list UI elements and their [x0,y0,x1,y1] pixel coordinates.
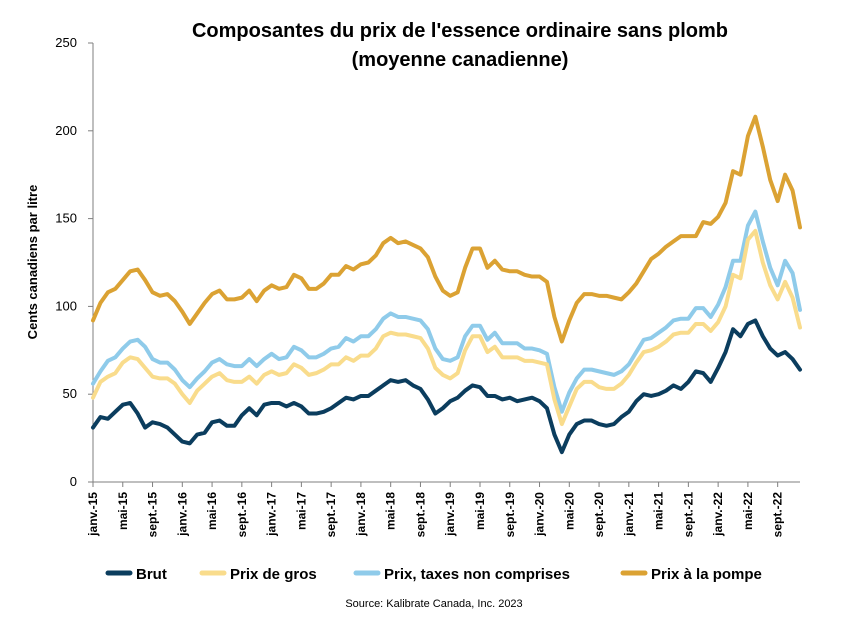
series-line-prix-la-pompe [91,114,802,344]
legend: Brut Prix de gros Prix, taxes non comprise… [105,566,762,583]
y-tick-label: 50 [63,386,77,401]
series-lines [91,114,802,455]
x-tick-label: mai-22 [741,492,755,530]
chart-title: Composantes du prix de l'essence ordinai… [192,20,728,42]
y-tick-label: 0 [70,474,77,489]
chart-subtitle: (moyenne canadienne) [352,49,569,71]
x-tick-label: mai-18 [384,492,398,530]
series-line-brut [91,318,802,455]
x-tick-label: mai-15 [116,492,130,530]
legend-label: Prix, taxes non comprises [384,566,570,583]
x-tick-label: sept.-22 [771,492,785,538]
x-tick-label: sept.-20 [592,492,606,538]
x-tick-label: janv.-22 [711,492,725,537]
x-tick-label: mai-21 [652,492,666,530]
x-tick-label: sept.-16 [235,492,249,538]
x-tick-label: sept.-19 [503,492,517,538]
series-line-prix-de-gros [91,228,802,427]
x-tick-label: janv.-19 [443,492,457,537]
legend-label: Brut [136,566,167,583]
x-tick-label: mai-19 [473,492,487,530]
x-tick-label: sept.-21 [681,492,695,538]
legend-label: Prix de gros [230,566,317,583]
y-axis-label: Cents canadiens par litre [25,185,40,340]
x-tick-label: janv.-15 [86,492,100,537]
x-tick-label: sept.-18 [413,492,427,538]
x-tick-label: sept.-17 [324,492,338,538]
x-tick-label: janv.-18 [354,492,368,537]
y-axis: 0 50 100 150 200 250 [55,35,94,489]
y-tick-label: 100 [55,298,77,313]
x-tick-label: mai-16 [205,492,219,530]
x-tick-label: janv.-17 [265,492,279,537]
series-line-prix-taxes-non-comprises [91,209,802,414]
source-note: Source: Kalibrate Canada, Inc. 2023 [345,598,522,610]
y-tick-label: 200 [55,123,77,138]
x-axis: janv.-15 mai-15 sept.-15 janv.-16 mai-16 sept… [86,481,800,538]
x-tick-label: sept.-15 [146,492,160,538]
x-tick-label: mai-20 [562,492,576,530]
x-tick-label: janv.-16 [175,492,189,537]
y-tick-label: 250 [55,35,77,50]
legend-label: Prix à la pompe [651,566,762,583]
x-tick-label: janv.-21 [622,492,636,537]
x-tick-label: mai-17 [294,492,308,530]
y-tick-label: 150 [55,211,77,226]
x-tick-label: janv.-20 [533,492,547,537]
